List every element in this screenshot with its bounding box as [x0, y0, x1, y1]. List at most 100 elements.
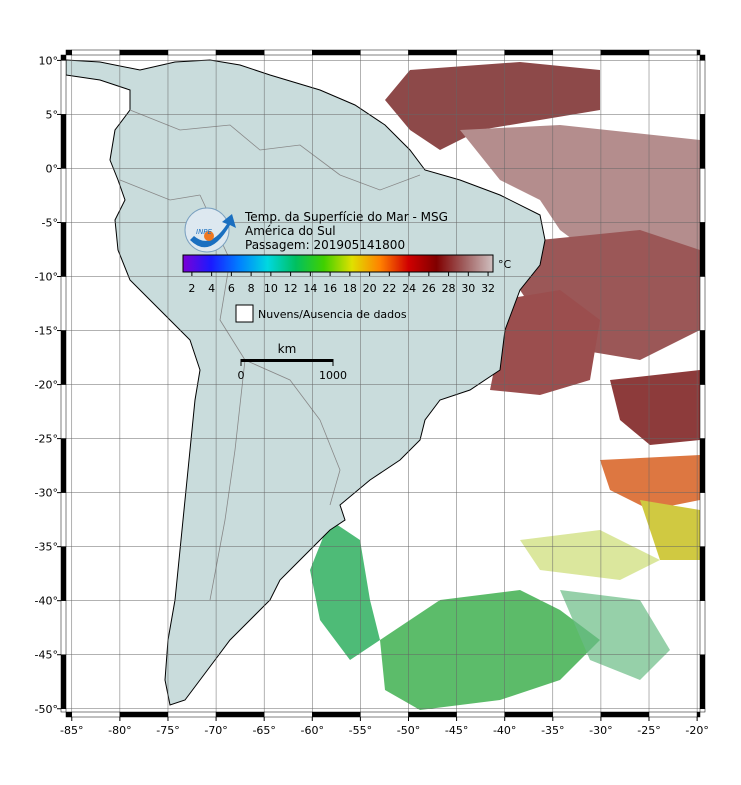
colorbar-tick-label: 32: [481, 282, 495, 295]
frame-band: [456, 49, 505, 56]
colorbar-tick-label: 30: [461, 282, 475, 295]
scale-bar: 0 1000: [238, 359, 347, 382]
frame-band: [60, 384, 67, 439]
frame-band: [60, 600, 67, 655]
frame-band: [408, 711, 457, 718]
x-tick-label: -35°: [541, 724, 564, 737]
y-tick-label: -50°: [35, 703, 58, 716]
y-tick-label: 5°: [46, 108, 59, 121]
frame-band: [504, 49, 554, 56]
frame-band: [65, 711, 73, 718]
frame-band: [60, 438, 67, 493]
colorbar-unit: °C: [498, 258, 512, 271]
colorbar-tick-label: 4: [208, 282, 215, 295]
frame-band: [696, 49, 701, 56]
frame-band: [60, 276, 67, 331]
x-tick-label: -55°: [349, 724, 372, 737]
frame-band: [699, 654, 706, 710]
x-tick-label: -75°: [156, 724, 179, 737]
legend-label: Nuvens/Ausencia de dados: [258, 308, 407, 321]
frame-band: [167, 711, 217, 718]
colorbar: [182, 254, 494, 273]
frame-band: [696, 711, 701, 718]
frame-band: [600, 49, 650, 56]
borders: [119, 109, 421, 601]
x-tick-label: -20°: [685, 724, 708, 737]
grid: [66, 55, 700, 712]
frame-band: [699, 546, 706, 601]
colorbar-tick-label: 14: [303, 282, 317, 295]
frame-band: [648, 711, 698, 718]
frame-band: [552, 49, 602, 56]
frame-band: [699, 708, 706, 713]
colorbar-tick-label: 20: [363, 282, 377, 295]
frame-band: [699, 600, 706, 655]
y-tick-label: -30°: [35, 487, 58, 500]
x-tick-label: -60°: [301, 724, 324, 737]
x-tick-label: -40°: [493, 724, 516, 737]
scale-bar-body: [241, 359, 333, 362]
frame-band: [263, 711, 313, 718]
colorbar-tick-label: 28: [442, 282, 456, 295]
frame-band: [60, 222, 67, 277]
frame-band: [215, 711, 265, 718]
x-tick-label: -25°: [637, 724, 660, 737]
colorbar-ticks: 2 4 6 8 10 12 14 16 18 20 22 24 26 28 30 32: [188, 272, 495, 295]
frame-band: [60, 330, 67, 385]
x-tick-label: -45°: [445, 724, 468, 737]
frame-band: [60, 708, 67, 713]
frame-band: [263, 49, 313, 56]
colorbar-tick-label: 6: [228, 282, 235, 295]
x-tick-label: -30°: [589, 724, 612, 737]
frame-band: [60, 54, 67, 61]
y-tick-label: 0°: [46, 162, 59, 175]
x-tick-label: -70°: [204, 724, 227, 737]
title-line: Passagem: 201905141800: [245, 238, 405, 252]
frame-band: [60, 60, 67, 115]
frame-band: [408, 49, 457, 56]
frame-band: [699, 330, 706, 385]
scale-unit: km: [278, 342, 297, 356]
scale-tick-label: 1000: [319, 369, 347, 382]
y-tick-label: 10°: [39, 54, 59, 67]
frame-band: [60, 168, 67, 223]
y-tick-label: -35°: [35, 541, 58, 554]
frame-band: [699, 54, 706, 61]
frame-band: [312, 711, 361, 718]
colorbar-tick-label: 22: [382, 282, 396, 295]
scale-tick-label: 0: [238, 369, 245, 382]
colorbar-tick-label: 10: [264, 282, 278, 295]
y-tick-label: -45°: [35, 649, 58, 662]
y-tick-label: -20°: [35, 379, 58, 392]
frame: [60, 49, 706, 718]
frame-band: [312, 49, 361, 56]
frame-band: [60, 492, 67, 547]
frame-band: [71, 711, 121, 718]
frame-band: [60, 654, 67, 710]
x-tick-label: -50°: [397, 724, 420, 737]
logo: INPE: [184, 207, 236, 253]
sst-patches: [310, 62, 700, 710]
axes: -85° -80° -75° -70° -65° -60° -55° -50° -45° -40°…: [35, 54, 709, 737]
title-line: Temp. da Superfície do Mar - MSG: [244, 210, 448, 224]
map-body: [66, 55, 700, 712]
logo-text: INPE: [196, 228, 213, 236]
colorbar-tick-label: 12: [284, 282, 298, 295]
frame-band: [699, 492, 706, 547]
frame-band: [552, 711, 602, 718]
frame-band: [360, 711, 409, 718]
x-tick-label: -80°: [108, 724, 131, 737]
y-tick-label: -25°: [35, 433, 58, 446]
frame-band: [119, 49, 169, 56]
frame-band: [60, 546, 67, 601]
frame-band: [699, 60, 706, 115]
frame-band: [504, 711, 554, 718]
colorbar-tick-label: 24: [402, 282, 416, 295]
frame-band: [71, 49, 121, 56]
title-line: América do Sul: [245, 224, 336, 238]
colorbar-tick-label: 18: [343, 282, 357, 295]
frame-band: [699, 114, 706, 169]
frame-band: [65, 49, 73, 56]
frame-band: [600, 711, 650, 718]
